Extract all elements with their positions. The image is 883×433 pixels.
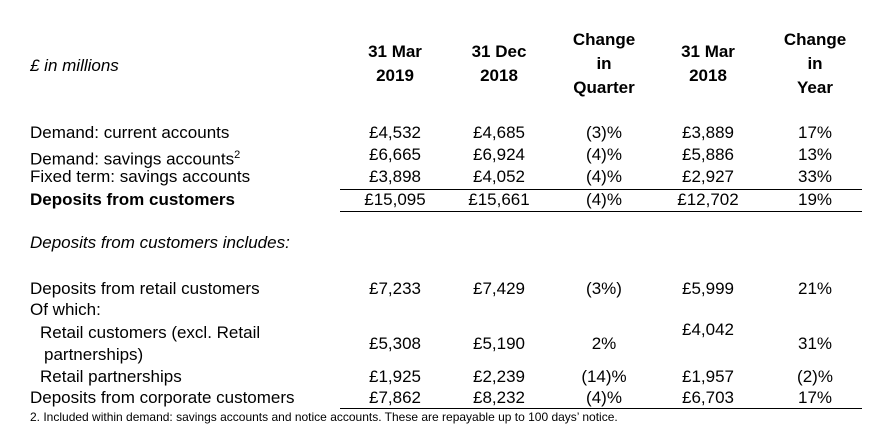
- row-label: Demand: current accounts: [30, 123, 230, 142]
- table-cell: £4,532: [369, 123, 421, 142]
- table-cell: £7,233: [369, 279, 421, 298]
- table-cell: £5,308: [369, 334, 421, 353]
- col-header-mar-2019: 31 Mar 2019: [368, 42, 422, 85]
- table-cell: £4,052: [473, 167, 525, 186]
- table-cell: £6,665: [369, 145, 421, 164]
- table-cell: (4)%: [586, 190, 622, 209]
- table-cell: 31%: [797, 334, 833, 353]
- row-label-continued: partnerships): [44, 345, 144, 364]
- table-cell: £15,661: [468, 190, 530, 209]
- total-top-rule: [340, 189, 862, 190]
- col-header-dec-2018: 31 Dec 2018: [471, 42, 527, 85]
- table-cell: 17%: [797, 388, 833, 407]
- table-cell: £3,898: [369, 167, 421, 186]
- table-cell: (14)%: [581, 367, 627, 386]
- footnote-ref: 2: [234, 149, 241, 161]
- table-cell: £5,886: [682, 145, 734, 164]
- table-cell: 2%: [591, 334, 617, 353]
- table-cell: £7,429: [473, 279, 525, 298]
- col-header-change-year: Change in Year: [783, 30, 847, 97]
- table-cell: 19%: [797, 190, 833, 209]
- table-cell: £4,042: [682, 320, 734, 339]
- row-label: Retail customers (excl. Retail: [40, 323, 261, 342]
- table-cell: (4)%: [586, 145, 622, 164]
- table-cell: £2,239: [473, 367, 525, 386]
- table-cell: £1,957: [682, 367, 734, 386]
- row-label: Of which:: [30, 300, 101, 319]
- row-label: Demand: savings accounts2: [30, 149, 241, 169]
- table-cell: (3)%: [586, 123, 622, 142]
- col-header-change-quarter: Change in Quarter: [572, 30, 636, 97]
- table-cell: (4)%: [586, 167, 622, 186]
- unit-label: £ in millions: [30, 56, 119, 75]
- footnote: 2. Included within demand: savings accou…: [30, 410, 618, 424]
- table-cell: 33%: [797, 167, 833, 186]
- table-cell: £5,190: [473, 334, 525, 353]
- bottom-rule: [340, 408, 862, 409]
- table-cell: £8,232: [473, 388, 525, 407]
- col-header-mar-2018: 31 Mar 2018: [681, 42, 735, 85]
- table-cell: £2,927: [682, 167, 734, 186]
- table-cell: £15,095: [364, 190, 426, 209]
- row-label: Retail partnerships: [40, 367, 182, 386]
- table-cell: £6,924: [473, 145, 525, 164]
- row-label: Deposits from customers: [30, 190, 235, 209]
- section-title: Deposits from customers includes:: [30, 233, 290, 252]
- table-cell: (4)%: [586, 388, 622, 407]
- table-cell: £12,702: [677, 190, 739, 209]
- table-cell: (2)%: [797, 367, 833, 386]
- row-label: Fixed term: savings accounts: [30, 167, 251, 186]
- table-cell: (3%): [586, 279, 622, 298]
- table-cell: £6,703: [682, 388, 734, 407]
- total-bottom-rule: [340, 211, 862, 212]
- table-cell: £3,889: [682, 123, 734, 142]
- table-cell: 17%: [797, 123, 833, 142]
- table-cell: 21%: [797, 279, 833, 298]
- row-label: Deposits from retail customers: [30, 279, 260, 298]
- table-cell: £7,862: [369, 388, 421, 407]
- table-cell: £5,999: [682, 279, 734, 298]
- table-cell: £4,685: [473, 123, 525, 142]
- table-cell: 13%: [797, 145, 833, 164]
- row-label: Deposits from corporate customers: [30, 388, 295, 407]
- table-cell: £1,925: [369, 367, 421, 386]
